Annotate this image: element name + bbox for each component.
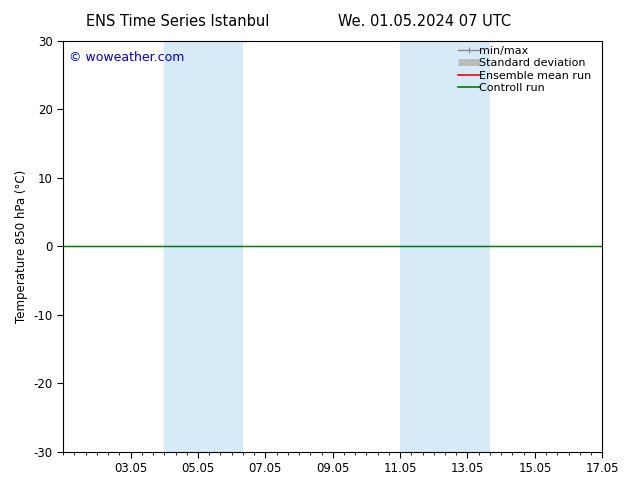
- Y-axis label: Temperature 850 hPa (°C): Temperature 850 hPa (°C): [15, 170, 28, 323]
- Text: ENS Time Series Istanbul: ENS Time Series Istanbul: [86, 14, 269, 29]
- Bar: [400, 41, 490, 452]
- Text: We. 01.05.2024 07 UTC: We. 01.05.2024 07 UTC: [338, 14, 512, 29]
- Text: © woweather.com: © woweather.com: [68, 51, 184, 64]
- Legend: min/max, Standard deviation, Ensemble mean run, Controll run: min/max, Standard deviation, Ensemble me…: [456, 44, 599, 95]
- Bar: [164, 41, 243, 452]
